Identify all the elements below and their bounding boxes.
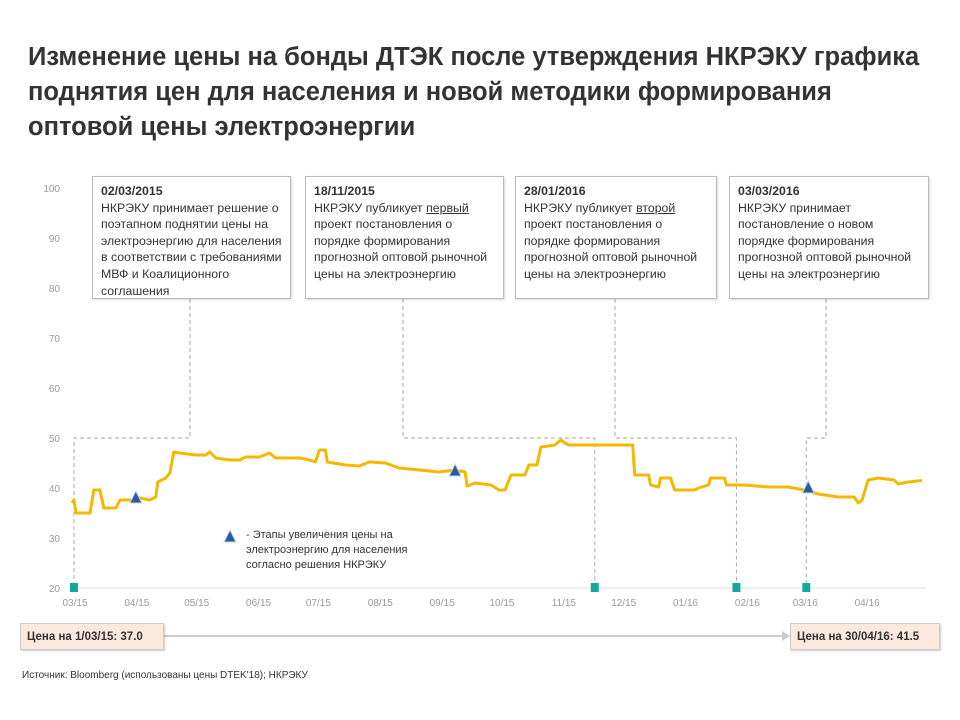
y-tick-label: 40 bbox=[49, 484, 61, 495]
y-tick-label: 60 bbox=[49, 384, 61, 395]
event-text: НКРЭКУ принимает решение о поэтапном под… bbox=[101, 200, 282, 298]
event-box-3: 28/01/2016 НКРЭКУ публикует второй проек… bbox=[515, 176, 717, 299]
event-date: 02/03/2015 bbox=[101, 184, 163, 198]
event-text: проект постановления о порядке формирова… bbox=[314, 217, 488, 281]
y-tick-label: 100 bbox=[43, 184, 60, 195]
start-price-box: Цена на 1/03/15: 37.0 bbox=[20, 623, 164, 650]
event-marker bbox=[590, 583, 599, 592]
y-tick-label: 20 bbox=[49, 584, 61, 595]
event-box-4: 03/03/2016 НКРЭКУ принимает постановлени… bbox=[729, 176, 929, 299]
x-tick-label: 05/15 bbox=[184, 598, 209, 609]
y-tick-label: 90 bbox=[49, 234, 61, 245]
event-connector bbox=[73, 299, 191, 588]
y-tick-label: 70 bbox=[49, 334, 61, 345]
event-text: НКРЭКУ публикует bbox=[524, 200, 637, 215]
x-tick-label: 03/15 bbox=[62, 598, 87, 609]
price-arrow-head bbox=[782, 631, 790, 641]
event-connector bbox=[402, 299, 596, 588]
legend-triangle-icon bbox=[223, 528, 237, 543]
event-text-underlined: второй bbox=[636, 200, 676, 215]
tariff-step-triangle bbox=[801, 479, 816, 494]
x-tick-label: 04/16 bbox=[855, 598, 880, 609]
x-tick-label: 08/15 bbox=[368, 598, 393, 609]
price-line bbox=[70, 438, 923, 515]
event-text-underlined: первый bbox=[426, 200, 469, 215]
event-text: проект постановления о порядке формирова… bbox=[524, 217, 698, 281]
event-date: 03/03/2016 bbox=[738, 184, 800, 198]
event-box-1: 02/03/2015 НКРЭКУ принимает решение о по… bbox=[92, 176, 291, 299]
event-box-2: 18/11/2015 НКРЭКУ публикует первый проек… bbox=[305, 176, 504, 299]
x-tick-label: 11/15 bbox=[552, 598, 577, 609]
event-date: 28/01/2016 bbox=[524, 184, 586, 198]
event-connector bbox=[614, 299, 737, 588]
y-tick-label: 50 bbox=[49, 434, 61, 445]
event-marker bbox=[69, 583, 78, 592]
x-tick-label: 02/16 bbox=[735, 598, 760, 609]
event-date: 18/11/2015 bbox=[314, 184, 375, 198]
x-tick-label: 01/16 bbox=[673, 598, 698, 609]
x-tick-label: 06/15 bbox=[246, 598, 271, 609]
x-tick-label: 10/15 bbox=[489, 598, 514, 609]
legend-text: - Этапы увеличения цены на электроэнерги… bbox=[246, 529, 408, 571]
x-tick-label: 12/15 bbox=[611, 598, 636, 609]
event-connector bbox=[805, 299, 827, 588]
x-tick-label: 07/15 bbox=[306, 598, 331, 609]
y-tick-label: 80 bbox=[49, 284, 61, 295]
event-text: НКРЭКУ принимает постановление о новом п… bbox=[738, 200, 912, 281]
tariff-step-triangle bbox=[448, 462, 462, 477]
event-marker bbox=[802, 583, 811, 592]
page-title: Изменение цены на бонды ДТЭК после утвер… bbox=[28, 43, 920, 141]
y-tick-label: 30 bbox=[49, 534, 61, 545]
x-tick-label: 04/15 bbox=[124, 598, 149, 609]
source-note: Источник: Bloomberg (использованы цены D… bbox=[22, 670, 308, 681]
x-tick-label: 09/15 bbox=[430, 598, 455, 609]
event-marker bbox=[732, 583, 741, 592]
tariff-step-triangle bbox=[129, 489, 143, 504]
end-price-box: Цена на 30/04/16: 41.5 bbox=[790, 623, 940, 650]
event-text: НКРЭКУ публикует bbox=[314, 200, 427, 215]
x-tick-label: 03/16 bbox=[793, 598, 818, 609]
